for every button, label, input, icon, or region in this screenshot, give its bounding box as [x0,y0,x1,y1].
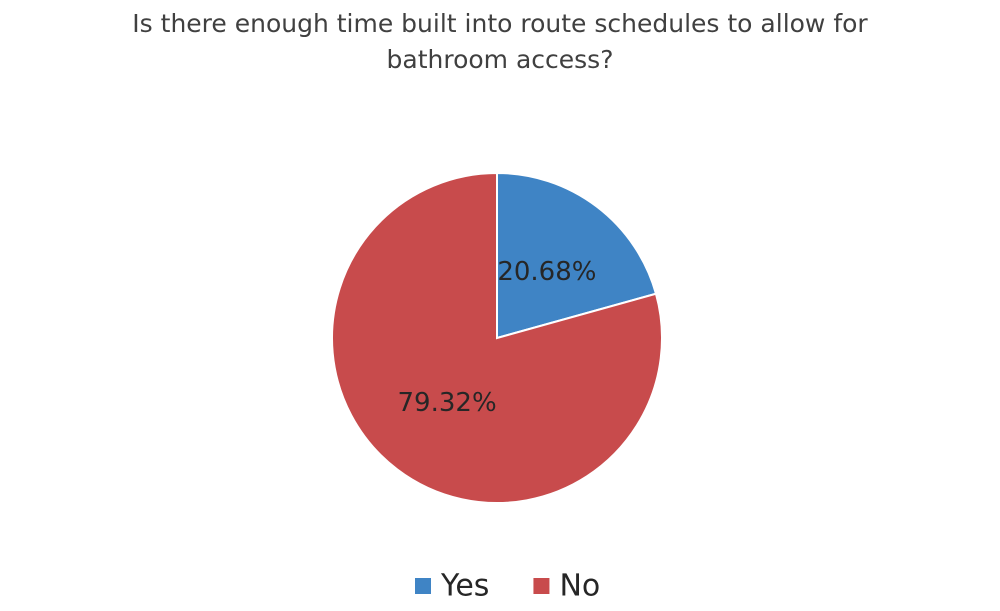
chart-title: Is there enough time built into route sc… [132,9,868,74]
legend-swatch [533,578,550,594]
pie-slice [496,171,658,340]
legend-label: Yes [440,569,489,604]
value-label: 79.32% [398,388,497,418]
legend-label: No [559,569,600,604]
legend-swatch [415,578,431,594]
value-label: 20.68% [497,257,596,287]
pie-slice [331,171,663,504]
